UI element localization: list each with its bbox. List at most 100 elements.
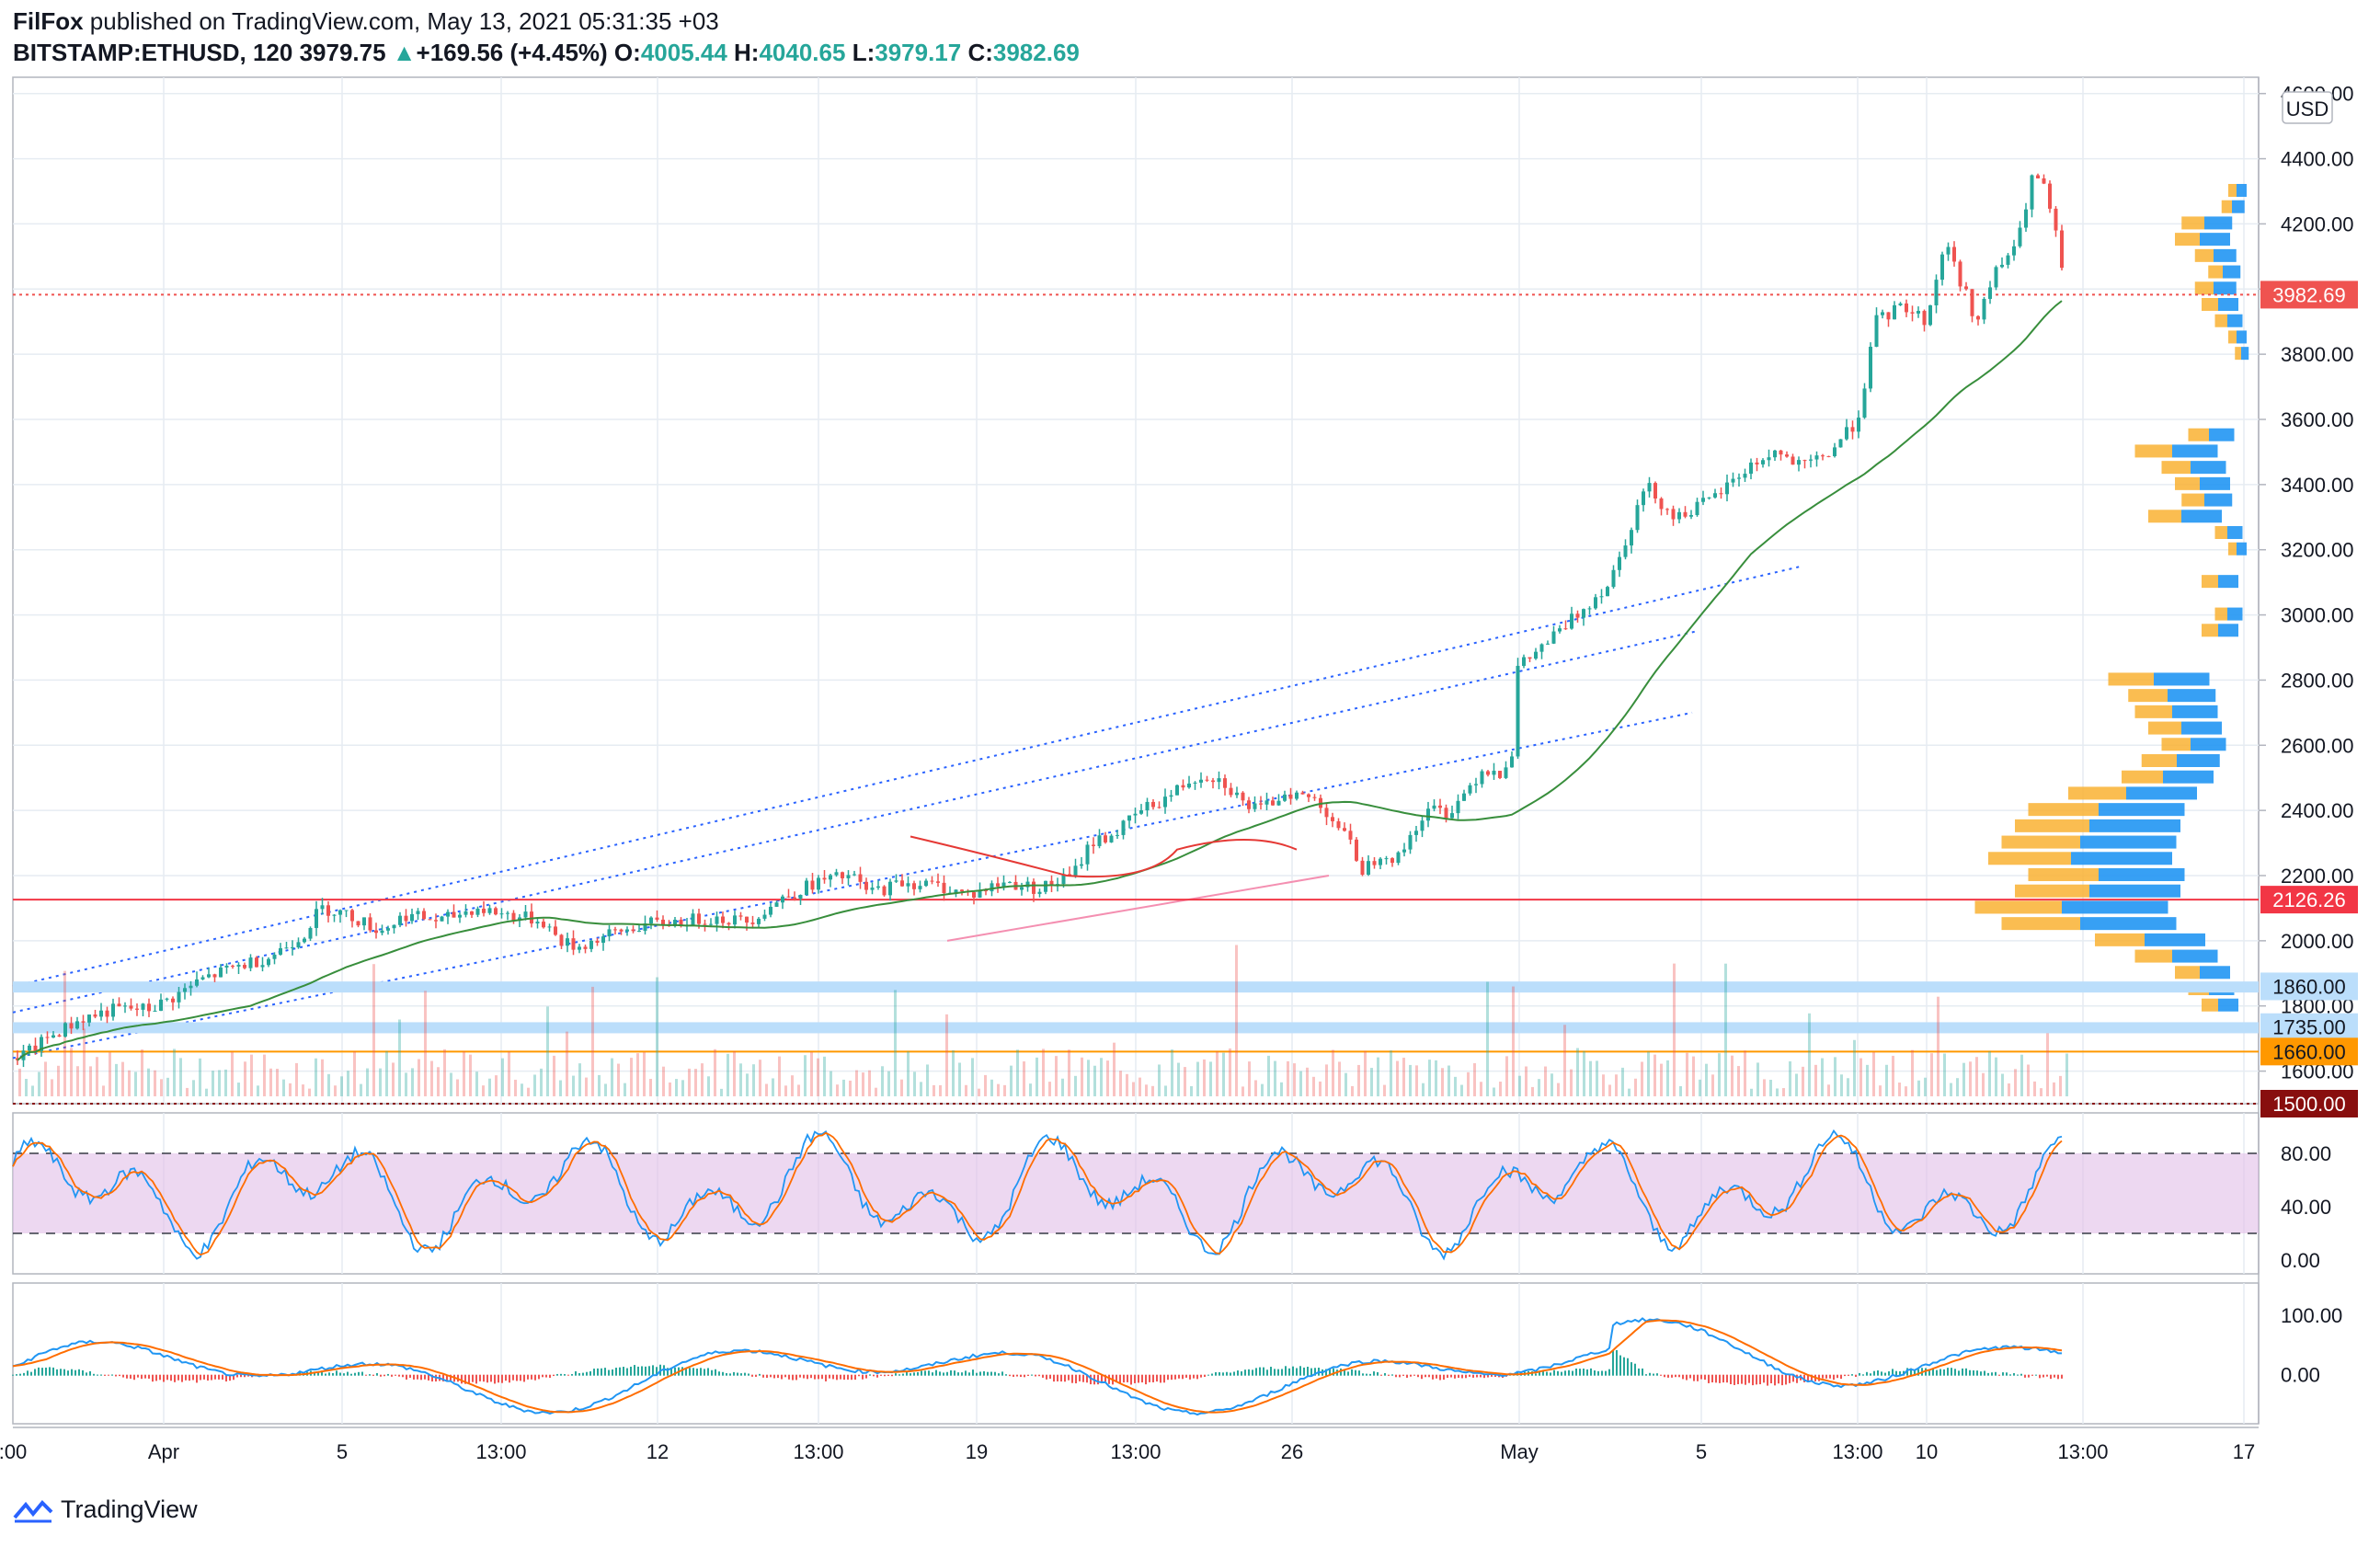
macd-histogram-bar: [876, 1374, 878, 1378]
volume-bar: [1737, 1066, 1740, 1096]
candle-body: [762, 914, 767, 919]
symbol-name[interactable]: BITSTAMP:ETHUSD, 120: [13, 39, 293, 66]
candle-body: [1247, 800, 1251, 809]
macd-histogram-bar: [1134, 1374, 1136, 1383]
volume-bar: [44, 1061, 47, 1096]
candle-body: [1343, 828, 1346, 831]
candle-body: [1575, 613, 1580, 618]
macd-histogram-bar: [597, 1368, 599, 1376]
macd-histogram-bar: [1642, 1368, 1643, 1376]
volume-bar: [411, 1068, 414, 1096]
volume-bar: [1042, 1049, 1045, 1096]
macd-histogram-bar: [1310, 1368, 1312, 1376]
candle-body: [829, 875, 832, 880]
macd-histogram-bar: [1586, 1369, 1588, 1376]
volume-bar: [868, 1070, 871, 1096]
candle-body: [2030, 175, 2034, 210]
candle-body: [757, 918, 761, 924]
volume-profile-bar: [2209, 428, 2235, 441]
candle-body: [1797, 460, 1801, 465]
macd-histogram-bar: [799, 1374, 801, 1378]
macd-histogram-bar: [1447, 1374, 1448, 1378]
macd-histogram-bar: [1811, 1374, 1813, 1381]
macd-histogram-bar: [1715, 1374, 1717, 1383]
candle-body: [51, 1035, 55, 1038]
macd-histogram-bar: [1862, 1374, 1864, 1376]
candle-body: [1331, 817, 1334, 821]
volume-bar: [347, 1071, 349, 1096]
candle-body: [111, 1003, 115, 1017]
candle-body: [135, 1008, 139, 1010]
volume-bar: [643, 1052, 646, 1096]
macd-histogram-bar: [770, 1374, 772, 1378]
candle-body: [990, 883, 994, 892]
volume-bar: [154, 1070, 156, 1096]
macd-histogram-bar: [1171, 1374, 1173, 1381]
volume-profile-bar: [1974, 900, 2062, 914]
candle-body: [1725, 482, 1729, 495]
macd-histogram-bar: [1380, 1374, 1382, 1376]
tradingview-brand[interactable]: TradingView: [61, 1495, 198, 1523]
volume-bar: [1583, 1050, 1585, 1096]
volume-profile-bar: [2080, 917, 2177, 931]
macd-histogram-bar: [1535, 1373, 1537, 1376]
macd-histogram-bar: [1664, 1374, 1665, 1378]
volume-bar: [1390, 1050, 1392, 1096]
volume-bar: [456, 1079, 459, 1096]
volume-bar: [482, 1085, 485, 1096]
volume-profile-bar: [2223, 265, 2241, 279]
macd-histogram-bar: [924, 1370, 926, 1376]
candle-body: [1193, 782, 1197, 784]
macd-histogram-bar: [737, 1372, 738, 1376]
candle-body: [338, 910, 342, 915]
macd-histogram-bar: [1748, 1374, 1750, 1383]
volume-bar: [1866, 1064, 1869, 1096]
candle-body: [1838, 439, 1843, 448]
candle-body: [841, 872, 844, 878]
macd-histogram-bar: [483, 1374, 485, 1382]
macd-histogram-bar: [93, 1373, 95, 1376]
macd-histogram-bar: [556, 1373, 558, 1376]
candle-body: [1874, 315, 1879, 348]
macd-histogram-bar: [498, 1374, 499, 1383]
candle-body: [255, 957, 258, 968]
macd-histogram-bar: [1855, 1374, 1857, 1377]
volume-bar: [527, 1087, 530, 1096]
volume-bar: [875, 1087, 877, 1096]
macd-histogram-bar: [442, 1374, 444, 1381]
candle-body: [416, 911, 420, 914]
macd-histogram-bar: [1395, 1374, 1397, 1378]
macd-histogram-bar: [788, 1374, 790, 1380]
volume-bar: [1982, 1072, 1985, 1096]
volume-bar: [1447, 1065, 1450, 1096]
volume-bar: [752, 1064, 755, 1096]
time-axis-label: 12: [646, 1440, 669, 1463]
candle-body: [428, 919, 432, 921]
macd-histogram-bar: [1472, 1374, 1474, 1378]
candle-body: [1731, 478, 1735, 483]
volume-bar: [1396, 1060, 1399, 1096]
volume-bar: [1827, 1084, 1830, 1096]
stoch-band: [13, 1153, 2259, 1233]
macd-histogram-bar: [512, 1374, 514, 1381]
macd-histogram-bar: [1141, 1374, 1143, 1383]
macd-histogram-bar: [2035, 1374, 2037, 1376]
volume-bar: [765, 1083, 768, 1096]
macd-histogram-bar: [494, 1374, 496, 1384]
macd-histogram-bar: [1991, 1372, 1993, 1376]
macd-histogram-bar: [773, 1374, 775, 1379]
publisher-name[interactable]: FilFox: [13, 7, 84, 35]
macd-histogram-bar: [461, 1374, 463, 1384]
volume-bar: [598, 1074, 601, 1096]
candle-body: [482, 908, 486, 913]
macd-histogram-bar: [358, 1371, 360, 1376]
candle-body: [1008, 881, 1012, 883]
candle-body: [1276, 800, 1281, 806]
macd-signal-line: [12, 1319, 2063, 1414]
macd-histogram-bar: [1263, 1367, 1264, 1376]
up-arrow-icon: ▲: [392, 39, 417, 66]
macd-histogram-bar: [1653, 1373, 1654, 1376]
volume-bar: [1924, 1077, 1927, 1096]
candle-body: [1229, 787, 1233, 796]
